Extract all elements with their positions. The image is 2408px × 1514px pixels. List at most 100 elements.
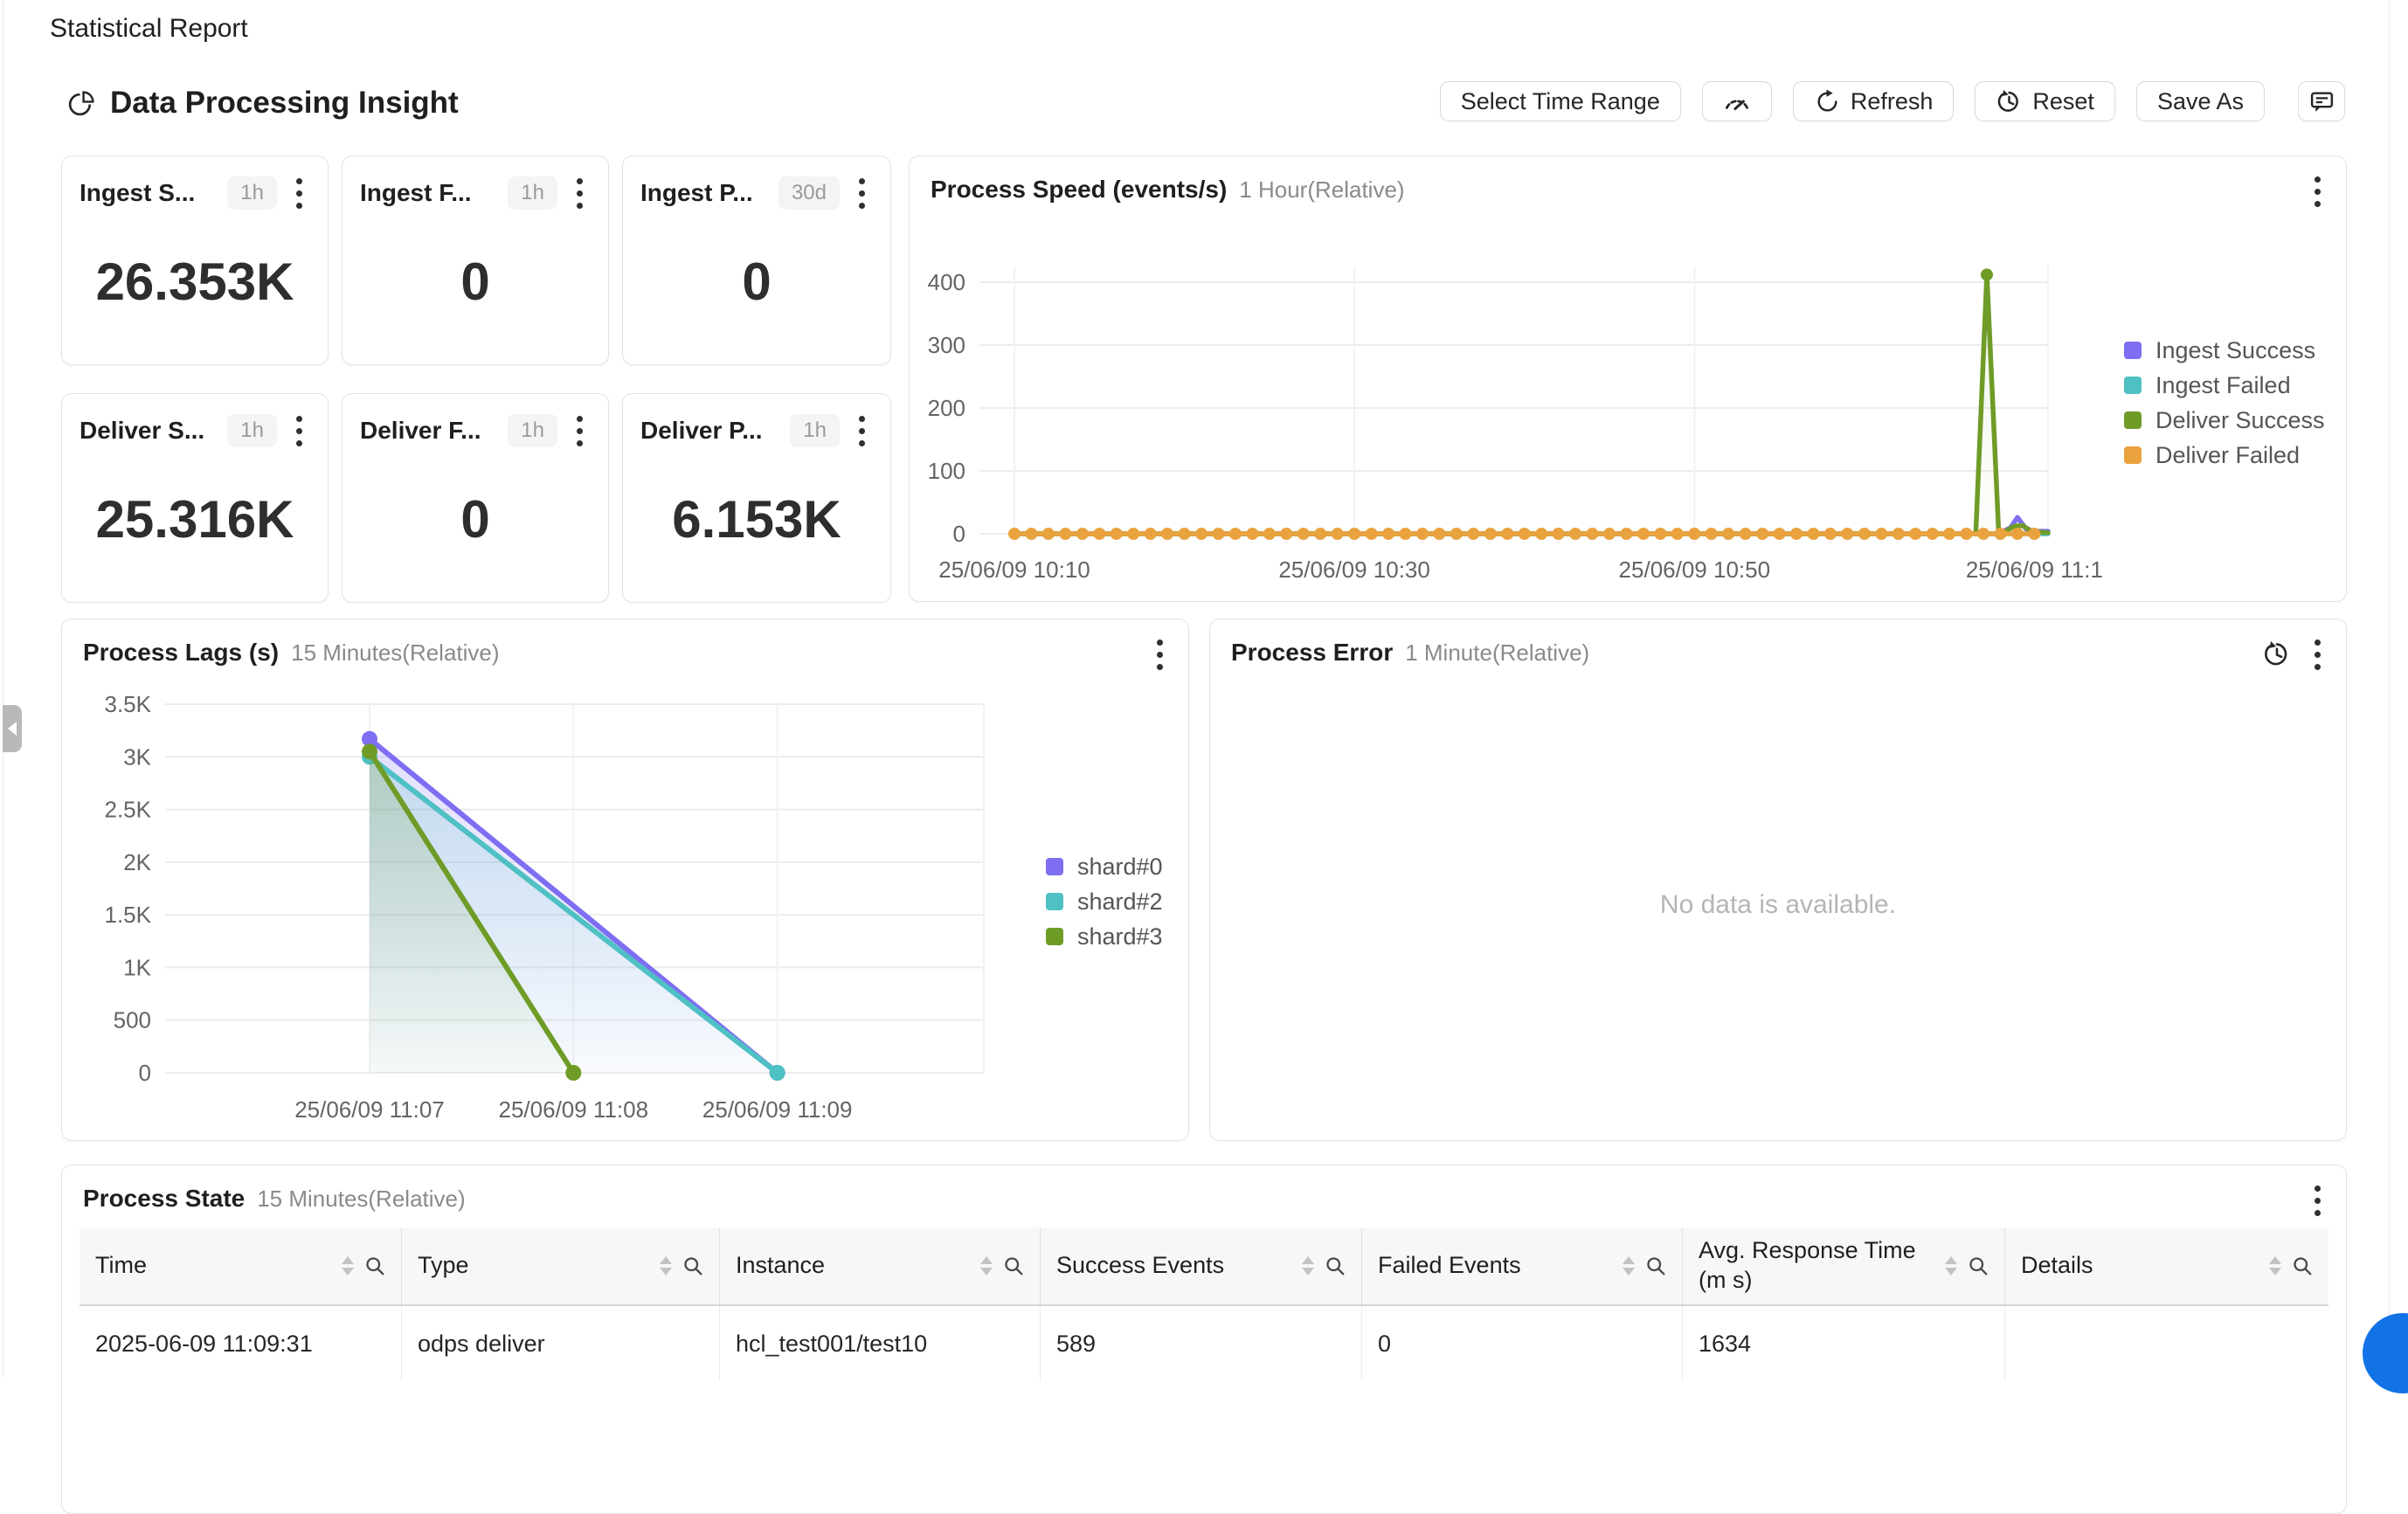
kebab-menu-icon[interactable] [2304,174,2330,209]
sort-icon[interactable] [342,1256,354,1275]
kebab-menu-icon[interactable] [566,413,592,448]
save-as-label: Save As [2156,87,2244,114]
search-icon[interactable] [1001,1254,1026,1278]
kpi-value: 0 [460,252,490,311]
kebab-menu-icon[interactable] [848,176,875,211]
column-label: Type [418,1252,469,1279]
legend-item[interactable]: Deliver Success [2124,403,2325,438]
cell-success-events: 589 [1041,1306,1362,1381]
legend-swatch [2124,446,2142,464]
pie-chart-icon [66,87,98,120]
time-range-badge: 1h [508,176,557,210]
kebab-menu-icon[interactable] [1146,637,1173,672]
right-panel-divider [2389,0,2390,1377]
svg-text:25/06/09 11:08: 25/06/09 11:08 [499,1096,649,1123]
column-header-avg-response-time: Avg. Response Time (m s) [1683,1227,2005,1304]
refresh-button[interactable]: Refresh [1792,81,1955,121]
cell-details [2005,1306,2328,1381]
process-state-table: Time Type Instance Success Events Failed [80,1227,2328,1381]
search-icon[interactable] [1966,1254,1990,1278]
legend-label: Deliver Failed [2155,441,2301,468]
sort-icon[interactable] [1623,1256,1635,1275]
legend-swatch [2124,411,2142,429]
svg-text:25/06/09 11:07: 25/06/09 11:07 [294,1096,445,1123]
svg-text:1.5K: 1.5K [105,902,152,928]
column-label: Success Events [1056,1252,1225,1279]
process-speed-legend: Ingest Success Ingest Failed Deliver Succe… [2124,333,2325,473]
kpi-value: 26.353K [95,252,294,311]
panel-title: Process State [83,1185,246,1212]
column-label: Failed Events [1378,1252,1521,1279]
legend-item[interactable]: shard#3 [1046,919,1163,954]
process-lags-chart: 0 500 1K 1.5K 2K 2.5K 3K 3.5K 25/06/09 11:07 25/0… [105,691,985,1123]
kebab-menu-icon[interactable] [286,176,312,211]
sort-icon[interactable] [660,1256,672,1275]
gauge-button[interactable] [1701,81,1772,121]
cell-type: odps deliver [402,1306,720,1381]
kebab-menu-icon[interactable] [848,413,875,448]
sidebar-collapse-handle[interactable] [3,705,22,752]
legend-swatch [2124,342,2142,359]
legend-item[interactable]: Ingest Success [2124,333,2325,368]
column-label: Avg. Response Time (m s) [1699,1237,1916,1293]
gauge-icon [1721,86,1753,117]
save-as-button[interactable]: Save As [2135,81,2265,121]
column-header-success-events: Success Events [1041,1227,1362,1304]
no-data-message: No data is available. [1659,890,1897,919]
search-icon[interactable] [681,1254,705,1278]
refresh-label: Refresh [1850,87,1934,114]
svg-text:500: 500 [114,1007,151,1034]
kpi-card-deliver-pending: Deliver P... 1h 6.153K [622,393,891,603]
sort-icon[interactable] [1302,1256,1314,1275]
search-icon[interactable] [363,1254,387,1278]
reset-button[interactable]: Reset [1975,81,2115,121]
feedback-button[interactable] [2298,81,2345,121]
svg-text:400: 400 [928,269,965,295]
svg-text:0: 0 [139,1060,151,1086]
svg-text:25/06/09 11:1: 25/06/09 11:1 [1966,557,2103,583]
kebab-menu-icon[interactable] [2304,637,2330,672]
legend-item[interactable]: Ingest Failed [2124,368,2325,403]
history-clock-icon[interactable] [2262,639,2292,669]
sort-icon[interactable] [2269,1256,2281,1275]
column-label: Instance [736,1252,826,1279]
kpi-title: Ingest F... [360,179,472,206]
kpi-title: Deliver F... [360,417,481,444]
legend-label: shard#3 [1077,923,1163,950]
svg-text:100: 100 [928,458,965,484]
sort-icon[interactable] [980,1256,993,1275]
process-state-panel: Process State 15 Minutes(Relative) Time … [61,1165,2347,1514]
legend-item[interactable]: shard#0 [1046,849,1163,884]
column-header-time: Time [80,1227,402,1304]
legend-swatch [1046,858,1063,875]
column-label: Details [2021,1252,2093,1279]
cell-time: 2025-06-09 11:09:31 [80,1306,402,1381]
kpi-value: 6.153K [672,489,841,549]
process-speed-panel: Process Speed (events/s) 1 Hour(Relative… [909,156,2347,602]
kebab-menu-icon[interactable] [566,176,592,211]
svg-text:300: 300 [928,332,965,358]
panel-subtitle: 1 Minute(Relative) [1405,639,1590,666]
panel-title: Process Lags (s) [83,639,280,666]
kebab-menu-icon[interactable] [2304,1183,2330,1218]
assistant-floating-button[interactable] [2363,1313,2408,1393]
select-time-range-button[interactable]: Select Time Range [1439,81,1681,121]
legend-swatch [2124,377,2142,394]
legend-label: shard#0 [1077,853,1163,880]
legend-item[interactable]: shard#2 [1046,884,1163,919]
kpi-card-deliver-success: Deliver S... 1h 25.316K [61,393,329,603]
kebab-menu-icon[interactable] [286,413,312,448]
legend-label: Ingest Success [2155,336,2316,363]
svg-text:25/06/09 10:50: 25/06/09 10:50 [1619,557,1771,583]
time-range-badge: 30d [778,176,840,210]
search-icon[interactable] [1643,1254,1668,1278]
panel-title: Process Speed (events/s) [931,176,1228,203]
svg-text:1K: 1K [123,954,151,980]
sort-icon[interactable] [1945,1256,1957,1275]
reset-clock-icon [1996,88,2023,115]
legend-item[interactable]: Deliver Failed [2124,438,2325,473]
process-speed-chart: 0 100 200 300 400 25/06/09 10:10 25/06/09 10:3… [928,266,2103,583]
search-icon[interactable] [1323,1254,1347,1278]
search-icon[interactable] [2290,1254,2315,1278]
panel-subtitle: 15 Minutes(Relative) [291,639,500,666]
